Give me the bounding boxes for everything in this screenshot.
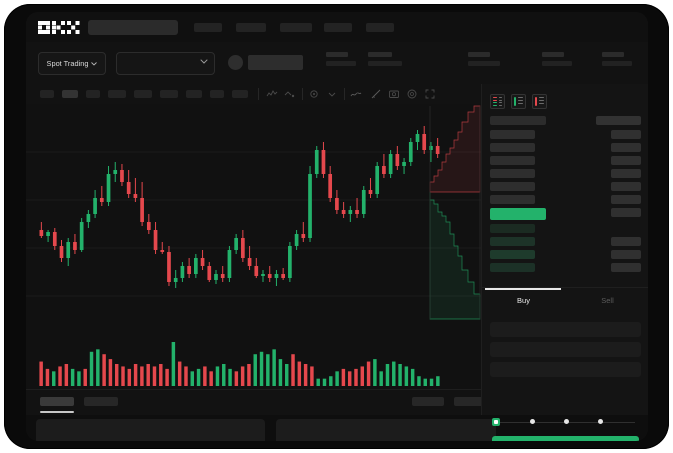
order-input-price[interactable] xyxy=(490,322,641,337)
timeframe-4h[interactable] xyxy=(134,90,152,98)
order-field-row-10[interactable] xyxy=(490,250,535,259)
timeframe-1h[interactable] xyxy=(108,90,126,98)
orderbook-view-modes xyxy=(490,94,547,109)
search-input[interactable] xyxy=(88,20,178,35)
toolbar-divider xyxy=(258,88,259,100)
order-field-total[interactable] xyxy=(490,156,535,165)
toolbar-divider xyxy=(302,88,303,100)
order-input-total[interactable] xyxy=(490,362,641,377)
timeframe-15m[interactable] xyxy=(86,90,100,98)
nav-item-4[interactable] xyxy=(324,23,352,32)
order-field-row-4[interactable] xyxy=(490,169,535,178)
nav-item-5[interactable] xyxy=(366,23,394,32)
order-field-amount[interactable] xyxy=(490,143,535,152)
last-price-value xyxy=(248,55,303,70)
top-navigation-bar xyxy=(26,12,648,42)
stat-volume-24h xyxy=(542,52,572,66)
order-field-price[interactable] xyxy=(490,130,535,139)
order-value-10 xyxy=(611,263,641,272)
order-field-row-5[interactable] xyxy=(490,182,535,191)
slider-handle[interactable] xyxy=(492,418,500,426)
order-value-6 xyxy=(611,195,641,204)
stat-change xyxy=(326,52,356,66)
order-value-1 xyxy=(611,130,641,139)
order-input-amount[interactable] xyxy=(490,342,641,357)
drawing-pen-icon[interactable] xyxy=(370,88,382,100)
order-field-row-6[interactable] xyxy=(490,195,535,204)
bottom-action-1[interactable] xyxy=(412,397,444,406)
ticker-bar: Spot Trading xyxy=(26,42,648,85)
stat-volume-ccy xyxy=(602,52,632,66)
stat-low xyxy=(468,52,500,66)
tab-sell[interactable]: Sell xyxy=(601,296,614,305)
timeframe-1d[interactable] xyxy=(160,90,178,98)
orderbook-mode-asks-icon[interactable] xyxy=(532,94,547,109)
tab-order-history[interactable] xyxy=(84,397,118,406)
camera-icon[interactable] xyxy=(388,88,400,100)
nav-item-2[interactable] xyxy=(236,23,266,32)
order-field-best-bid[interactable] xyxy=(490,208,546,220)
trading-pair-select[interactable] xyxy=(116,52,215,75)
market-type-label: Spot Trading xyxy=(46,59,89,68)
order-field-row-9[interactable] xyxy=(490,237,535,246)
candlestick-chart[interactable] xyxy=(26,104,481,389)
order-value-4 xyxy=(611,169,641,178)
place-buy-order-button[interactable] xyxy=(492,436,639,441)
nav-item-3[interactable] xyxy=(280,23,312,32)
toolbar-divider xyxy=(344,88,345,100)
order-value-9 xyxy=(611,250,641,259)
indicator-icon[interactable] xyxy=(266,88,278,100)
chevron-down-icon xyxy=(200,59,208,64)
orderbook-mode-bids-icon[interactable] xyxy=(511,94,526,109)
bottom-action-2[interactable] xyxy=(454,397,486,406)
target-icon[interactable] xyxy=(406,88,418,100)
timeframe-1mo[interactable] xyxy=(210,90,224,98)
order-field-label xyxy=(490,116,546,125)
compare-icon[interactable] xyxy=(284,88,296,100)
order-value-7 xyxy=(611,208,641,217)
active-tab-underline xyxy=(40,411,74,413)
orderbook-mode-both-icon[interactable] xyxy=(490,94,505,109)
settings-icon[interactable] xyxy=(308,88,320,100)
market-type-dropdown[interactable]: Spot Trading xyxy=(38,52,106,75)
line-chart-icon[interactable] xyxy=(350,88,362,100)
bottom-panel-assets[interactable] xyxy=(36,419,265,441)
order-field-row-8[interactable] xyxy=(490,224,535,233)
bottom-panel-positions[interactable] xyxy=(276,419,496,441)
tab-buy[interactable]: Buy xyxy=(517,296,530,305)
pair-coin-icon xyxy=(228,55,243,70)
nav-item-1[interactable] xyxy=(194,23,222,32)
app-screen: Spot Trading xyxy=(26,12,648,441)
order-value-8 xyxy=(611,237,641,246)
amount-slider[interactable] xyxy=(492,417,639,427)
order-value-2 xyxy=(611,143,641,152)
slider-step-50[interactable] xyxy=(564,419,569,424)
order-value-label xyxy=(596,116,641,125)
tab-open-orders[interactable] xyxy=(40,397,74,406)
order-panel: Buy Sell xyxy=(481,84,648,441)
order-field-row-11[interactable] xyxy=(490,263,535,272)
chevron-down-icon xyxy=(91,61,98,66)
timeframe-5m[interactable] xyxy=(62,90,78,98)
timeframe-more[interactable] xyxy=(232,90,248,98)
fullscreen-icon[interactable] xyxy=(424,88,436,100)
chevron-down-icon[interactable] xyxy=(326,88,338,100)
timeframe-1w[interactable] xyxy=(186,90,202,98)
timeframe-1m[interactable] xyxy=(40,90,54,98)
buy-sell-tabs: Buy Sell xyxy=(482,287,648,316)
slider-step-25[interactable] xyxy=(530,419,535,424)
bottom-tab-bar xyxy=(26,389,486,416)
stat-high xyxy=(368,52,402,66)
active-side-underline xyxy=(485,288,561,290)
slider-step-75[interactable] xyxy=(598,419,603,424)
okx-logo-icon[interactable] xyxy=(38,21,80,34)
order-value-5 xyxy=(611,182,641,191)
order-value-3 xyxy=(611,156,641,165)
